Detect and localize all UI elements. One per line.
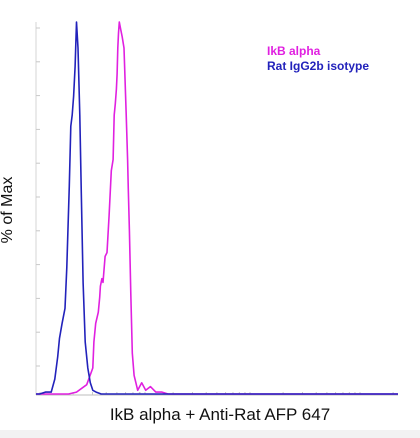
- axes-group: [35, 22, 398, 396]
- series-group: [36, 21, 398, 395]
- series-line-rat-igg2b-isotype: [36, 21, 398, 395]
- series-line-ikb-alpha: [36, 21, 398, 395]
- y-axis-label: % of Max: [0, 177, 16, 244]
- legend-entry-rat-igg2b-isotype: Rat IgG2b isotype: [267, 59, 369, 73]
- bottom-strip: [0, 430, 420, 438]
- x-axis-label: IkB alpha + Anti-Rat AFP 647: [110, 405, 330, 424]
- legend-entry-ikb-alpha: IkB alpha: [267, 44, 321, 58]
